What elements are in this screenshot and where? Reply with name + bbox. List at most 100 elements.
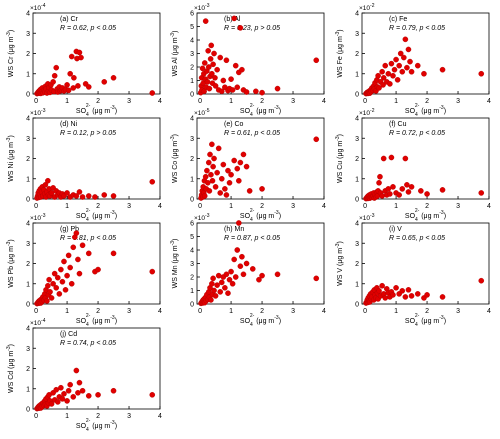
y-axis-label: WS Cu (μg m-3): [335, 134, 344, 183]
y-exponent-label: ×10-2: [359, 3, 375, 12]
data-point: [236, 177, 242, 184]
data-point: [439, 294, 446, 300]
data-point: [229, 87, 236, 93]
data-point: [64, 398, 70, 404]
data-point: [376, 288, 382, 294]
data-point: [64, 82, 70, 88]
y-tick-label: 3: [355, 136, 359, 143]
data-point: [478, 70, 485, 77]
data-point: [46, 276, 52, 283]
data-point: [387, 81, 393, 87]
x-tick-label: 3: [291, 98, 295, 105]
y-tick-label: 6: [190, 11, 194, 18]
y-tick-label: 4: [26, 116, 30, 123]
y-exponent-label: ×10-4: [30, 318, 46, 327]
data-point: [313, 57, 320, 64]
x-axis-label: SO42- (μg m-3): [405, 313, 446, 328]
data-point: [240, 271, 247, 278]
y-tick-label: 1: [355, 176, 359, 183]
data-point: [95, 266, 101, 273]
x-axis-label: SO42- (μg m-3): [76, 103, 117, 118]
data-point: [209, 280, 215, 287]
x-tick-label: 4: [158, 308, 162, 315]
y-tick-label: 3: [190, 51, 194, 58]
data-point: [51, 270, 58, 277]
data-point: [71, 75, 77, 81]
data-point: [259, 186, 265, 192]
y-tick-label: 2: [26, 156, 30, 163]
y-tick-label: 3: [190, 261, 194, 268]
data-point: [218, 279, 225, 286]
data-point: [73, 367, 80, 374]
data-point: [397, 50, 404, 57]
data-point: [205, 159, 212, 166]
data-point: [212, 184, 219, 190]
y-tick-label: 1: [190, 78, 194, 85]
data-point: [85, 250, 92, 257]
data-point: [234, 84, 241, 91]
y-tick-label: 4: [355, 116, 359, 123]
data-point: [64, 190, 70, 196]
y-tick-label: 4: [26, 221, 30, 228]
data-point: [226, 179, 233, 186]
data-point: [243, 260, 250, 267]
data-point: [101, 192, 108, 198]
y-tick-label: 4: [26, 326, 30, 333]
x-tick-label: 4: [158, 98, 162, 105]
data-point: [390, 292, 396, 298]
correlation-stat: R = 0.61, p < 0.05: [224, 130, 280, 137]
y-tick-label: 2: [26, 366, 30, 373]
correlation-stat: R = 0.72, p < 0.05: [389, 130, 445, 137]
data-point: [53, 284, 60, 291]
y-axis-label: WS V (μg m-3): [335, 241, 344, 286]
x-tick-label: 1: [394, 308, 398, 315]
data-point: [399, 186, 406, 192]
data-point: [218, 88, 225, 95]
data-point: [58, 384, 64, 391]
data-point: [439, 66, 446, 73]
data-point: [209, 141, 215, 148]
data-point: [85, 84, 92, 90]
x-tick-label: 2: [96, 413, 100, 420]
data-point: [236, 220, 242, 226]
data-point: [48, 401, 55, 407]
correlation-stat: R = 0.74, p < 0.05: [60, 340, 116, 347]
data-point: [67, 70, 73, 77]
x-tick-label: 3: [127, 308, 131, 315]
x-axis-label: SO42- (μg m-3): [240, 313, 281, 328]
data-point: [212, 75, 218, 81]
data-point: [237, 159, 244, 166]
data-point: [404, 182, 410, 188]
data-point: [407, 58, 413, 65]
data-point: [274, 85, 281, 92]
x-axis-label: SO42- (μg m-3): [76, 208, 117, 223]
data-point: [45, 282, 51, 289]
x-tick-label: 2: [96, 98, 100, 105]
data-point: [209, 177, 216, 184]
y-axis-label: WS Mn (μg m-3): [170, 239, 179, 289]
data-point: [62, 287, 69, 293]
x-tick-label: 1: [229, 98, 233, 105]
x-tick-label: 0: [198, 203, 202, 210]
x-tick-label: 0: [363, 203, 367, 210]
data-point: [259, 89, 265, 96]
data-point: [67, 381, 73, 388]
data-point: [382, 62, 389, 69]
data-point: [405, 189, 412, 195]
x-tick-label: 0: [198, 308, 202, 315]
y-tick-label: 3: [26, 31, 30, 38]
x-axis-label: SO42- (μg m-3): [240, 208, 281, 223]
data-point: [243, 89, 250, 95]
data-point: [408, 68, 415, 75]
y-exponent-label: ×10-3: [194, 3, 210, 12]
data-point: [54, 399, 61, 405]
data-point: [68, 53, 75, 60]
y-tick-label: 5: [190, 234, 194, 241]
x-tick-label: 3: [291, 203, 295, 210]
data-point: [79, 242, 86, 249]
data-point: [110, 193, 117, 199]
data-point: [234, 165, 241, 172]
y-tick-label: 2: [26, 261, 30, 268]
